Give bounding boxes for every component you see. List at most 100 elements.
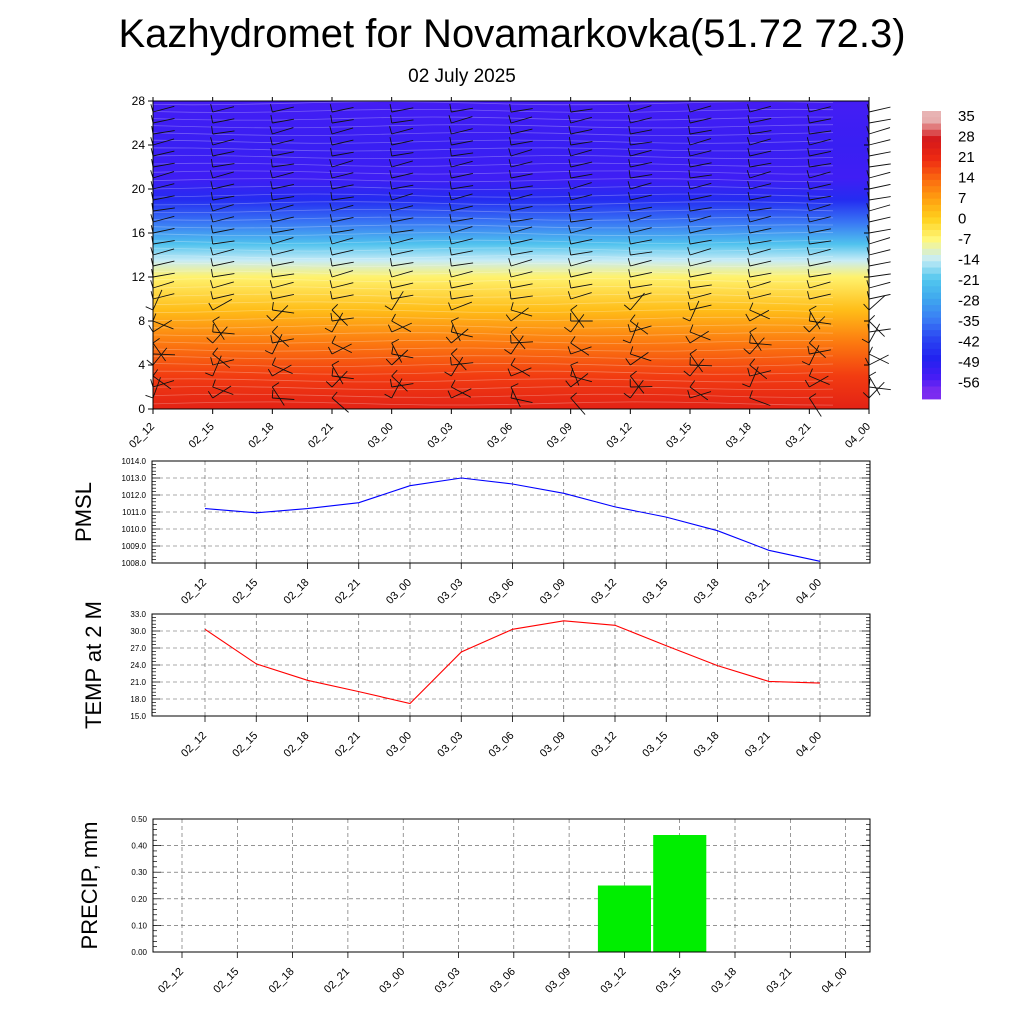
wind-barb [391, 294, 414, 300]
x-tick-label: 03_00 [384, 577, 414, 607]
wind-barb [809, 118, 831, 124]
x-tick-label: 04_00 [794, 730, 824, 760]
wind-barb-feather [806, 203, 810, 212]
wind-barb [391, 152, 414, 157]
wind-barb-feather [509, 181, 512, 190]
wind-barb [749, 248, 771, 256]
wind-barb-feather [689, 349, 697, 355]
wind-barb-feather [748, 203, 751, 212]
wind-barb [391, 139, 414, 146]
wind-barb-feather [801, 361, 810, 366]
contour-line [152, 386, 834, 391]
colorbar-swatch [922, 161, 941, 168]
wind-barb-feather [683, 370, 691, 377]
wind-barb [809, 320, 832, 325]
wind-barb-feather [806, 214, 810, 223]
wind-barb [510, 341, 534, 344]
wind-barb-feather [389, 258, 393, 267]
colorbar-label: -49 [958, 354, 980, 371]
wind-barb [868, 249, 891, 256]
wind-barb-feather [212, 379, 216, 388]
x-tick-label: 04_00 [794, 577, 824, 607]
wind-barb [212, 260, 235, 267]
wind-barb-feather [747, 236, 751, 245]
wind-barb-feather [568, 236, 572, 245]
x-tick-label: 03_15 [654, 966, 684, 996]
wind-barb [391, 322, 412, 333]
wind-barb-feather [330, 181, 333, 190]
wind-barb-feather [330, 148, 333, 157]
wind-barb-feather [271, 325, 279, 333]
wind-barb-feather [809, 393, 817, 399]
wind-barb-feather [685, 335, 691, 344]
wind-barb [868, 139, 891, 146]
temp-2m-panel: 15.0 18.0 21.0 24.0 27.0 30.0 33.0 02_12 02_15 02… [81, 601, 871, 760]
wind-barb-feather [269, 126, 273, 135]
wind-barb [331, 184, 354, 190]
wind-barb-feather [508, 269, 512, 278]
wind-barb [331, 261, 354, 267]
wind-barb [630, 251, 653, 256]
wind-barb [272, 281, 294, 289]
colorbar-swatch [922, 330, 941, 337]
wind-barb-feather [384, 393, 392, 399]
wind-barb [689, 272, 712, 278]
wind-barb [868, 183, 891, 190]
y-tick-label: 8 [138, 314, 145, 328]
wind-barb [331, 312, 344, 333]
wind-barb [868, 106, 891, 113]
wind-barb [450, 356, 464, 377]
wind-barb [809, 260, 831, 267]
wind-barb-feather [747, 181, 751, 190]
wind-barb [570, 238, 593, 245]
wind-barb [809, 204, 831, 212]
wind-barb-feather [329, 236, 333, 245]
x-tick-label: 03_12 [604, 421, 634, 451]
wind-barb [152, 260, 175, 267]
wind-barb [510, 397, 533, 404]
x-tick-label: 02_15 [230, 577, 260, 607]
y-tick-label: 21.0 [130, 678, 146, 687]
wind-barb [749, 117, 772, 124]
wind-barb-feather [809, 305, 817, 311]
colorbar-swatch [922, 355, 941, 362]
wind-barb-feather [568, 258, 572, 267]
wind-barb [809, 293, 831, 300]
contour-line [152, 301, 834, 306]
wind-barb [630, 227, 652, 234]
wind-barb [152, 171, 175, 179]
y-tick-label: 1010.0 [122, 525, 147, 534]
wind-barb-feather [449, 291, 452, 300]
wind-barb [212, 106, 235, 113]
wind-barb-feather [508, 126, 512, 135]
wind-barb [570, 182, 592, 190]
contour-line [152, 201, 834, 206]
wind-barb-feather [749, 358, 756, 366]
wind-barb [451, 226, 473, 234]
wind-barb-feather [272, 382, 280, 388]
wind-barb [749, 227, 772, 234]
x-tick-label: 03_21 [743, 730, 773, 760]
wind-barb-feather [808, 368, 813, 377]
y-tick-label: 0.10 [131, 921, 147, 930]
contour-line [152, 401, 834, 406]
wind-barb-feather [508, 225, 512, 234]
wind-barb [391, 237, 414, 245]
wind-barb-feather [389, 247, 393, 256]
wind-barb-feather [629, 314, 636, 322]
wind-barb [272, 273, 295, 278]
wind-barb [451, 362, 474, 366]
wind-barb-feather [270, 335, 273, 344]
wind-barb-feather [745, 313, 751, 322]
wind-barb [868, 171, 891, 179]
wind-barb [152, 319, 172, 333]
wind-barb [630, 161, 652, 168]
wind-barb-feather [628, 192, 631, 201]
colorbar-swatch [922, 267, 941, 275]
wind-barb-feather [389, 148, 393, 157]
wind-barb-feather [210, 192, 214, 201]
wind-barb-feather [569, 214, 572, 223]
wind-barb-feather [146, 359, 154, 366]
wind-barb-feather [687, 291, 691, 300]
wind-barb [630, 239, 652, 245]
